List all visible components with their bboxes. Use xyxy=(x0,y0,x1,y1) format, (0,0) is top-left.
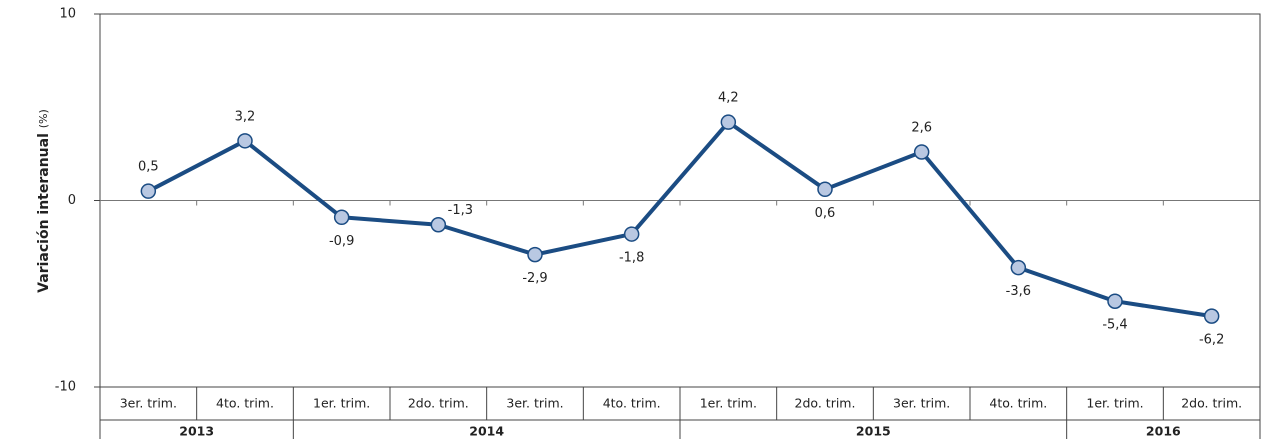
x-tick-label: 1er. trim. xyxy=(700,396,757,411)
marker xyxy=(1107,293,1123,309)
x-tick-label: 3er. trim. xyxy=(120,396,177,411)
x-tick-label: 4to. trim. xyxy=(216,396,274,411)
x-tick-label: 3er. trim. xyxy=(506,396,563,411)
marker xyxy=(527,246,543,263)
y-axis-label: Variación interanual (%) xyxy=(36,109,52,293)
marker xyxy=(817,181,833,198)
marker xyxy=(430,216,447,233)
y-tick-label: 10 xyxy=(59,7,76,22)
x-tick-label: 2do. trim. xyxy=(408,396,469,411)
year-label: 2013 xyxy=(179,424,214,439)
x-tick-label: 4to. trim. xyxy=(603,396,661,411)
data-label: -2,9 xyxy=(522,271,547,286)
data-label: 3,2 xyxy=(235,109,256,124)
data-label: 2,6 xyxy=(911,121,932,136)
data-label: -1,8 xyxy=(619,251,644,266)
data-label: -3,6 xyxy=(1006,284,1031,299)
year-label: 2016 xyxy=(1146,424,1181,439)
marker xyxy=(1010,259,1027,276)
marker xyxy=(720,114,737,130)
x-tick-label: 2do. trim. xyxy=(795,396,856,411)
data-label: 0,6 xyxy=(815,206,836,221)
year-label: 2014 xyxy=(469,424,504,439)
marker xyxy=(333,209,350,226)
series-line xyxy=(147,120,1212,319)
x-tick-label: 2do. trim. xyxy=(1181,396,1242,411)
y-label-text: Variación interanual xyxy=(36,133,52,293)
data-label: -6,2 xyxy=(1199,333,1224,348)
x-tick-label: 1er. trim. xyxy=(1086,396,1143,411)
data-label: -0,9 xyxy=(329,234,354,249)
y-tick-label: 0 xyxy=(68,193,76,208)
marker xyxy=(1203,308,1220,324)
year-label: 2015 xyxy=(856,424,891,439)
x-tick-label: 4to. trim. xyxy=(989,396,1047,411)
marker xyxy=(913,144,930,160)
y-tick-label: -10 xyxy=(55,380,76,395)
marker xyxy=(140,183,157,199)
data-label: -5,4 xyxy=(1102,318,1127,333)
data-label: 0,5 xyxy=(138,160,159,175)
x-tick-label: 1er. trim. xyxy=(313,396,370,411)
x-tick-label: 3er. trim. xyxy=(893,396,950,411)
marker xyxy=(623,226,640,242)
y-label-unit: (%) xyxy=(37,109,50,128)
marker xyxy=(237,133,253,149)
data-label: -1,3 xyxy=(448,203,473,218)
data-label: 4,2 xyxy=(718,91,739,106)
